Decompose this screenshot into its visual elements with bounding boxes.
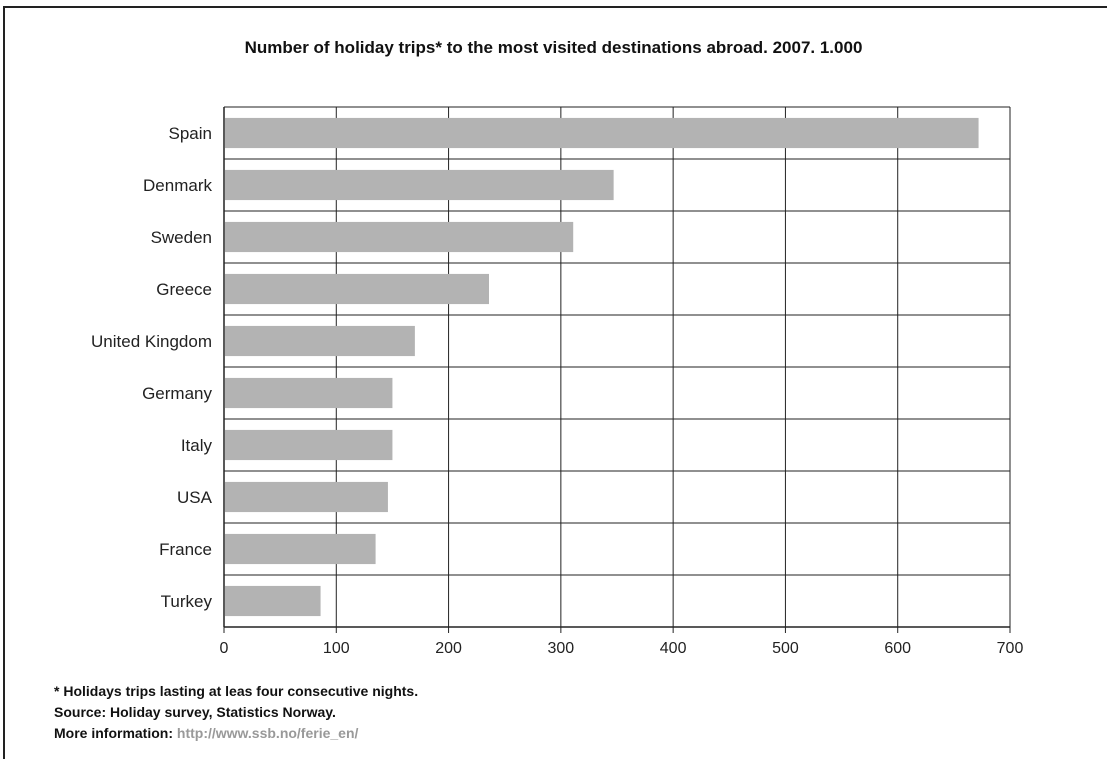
category-label: Spain bbox=[169, 124, 212, 143]
category-label: France bbox=[159, 540, 212, 559]
x-tick-label: 200 bbox=[435, 640, 462, 657]
bar-spain bbox=[225, 117, 979, 149]
bar-greece bbox=[225, 273, 489, 305]
bar-denmark bbox=[225, 169, 614, 201]
chart-frame bbox=[3, 6, 1107, 759]
category-label: Denmark bbox=[143, 176, 212, 195]
category-label: Sweden bbox=[151, 228, 212, 247]
x-tick-label: 700 bbox=[997, 640, 1024, 657]
category-labels: Spain Denmark Sweden Greece United Kingdom Ge… bbox=[91, 124, 213, 611]
category-label: Italy bbox=[181, 436, 213, 455]
category-label: USA bbox=[177, 488, 213, 507]
x-tick-label: 300 bbox=[548, 640, 575, 657]
bar-chart: Spain Denmark Sweden Greece United Kingdom Ge… bbox=[91, 106, 1024, 657]
more-info-label: More information: bbox=[54, 725, 173, 741]
footnotes: * Holidays trips lasting at leas four co… bbox=[54, 681, 418, 744]
x-tick-label: 0 bbox=[220, 640, 229, 657]
x-tick-label: 400 bbox=[660, 640, 687, 657]
footnote-note: * Holidays trips lasting at leas four co… bbox=[54, 683, 419, 699]
category-label: Turkey bbox=[161, 592, 213, 611]
bar-italy bbox=[225, 429, 393, 461]
more-info-link[interactable]: http://www.ssb.no/ferie_en/ bbox=[176, 725, 359, 741]
chart-bars bbox=[225, 117, 979, 617]
bar-france bbox=[225, 533, 376, 565]
bar-usa bbox=[225, 481, 388, 513]
x-tick-label: 100 bbox=[323, 640, 350, 657]
x-tick-label: 500 bbox=[772, 640, 799, 657]
x-tick-labels: 0 100 200 300 400 500 600 700 bbox=[220, 640, 1024, 657]
footnote-more-info: More information: http://www.ssb.no/feri… bbox=[54, 723, 418, 744]
footnote-source: Source: Holiday survey, Statistics Norwa… bbox=[54, 704, 336, 720]
bar-turkey bbox=[225, 585, 321, 617]
bar-united-kingdom bbox=[225, 325, 415, 357]
category-label: United Kingdom bbox=[91, 332, 212, 351]
chart-grid bbox=[223, 106, 1011, 633]
x-tick-label: 600 bbox=[884, 640, 911, 657]
bar-sweden bbox=[225, 221, 574, 253]
chart-title: Number of holiday trips* to the most vis… bbox=[244, 38, 863, 57]
bar-germany bbox=[225, 377, 393, 409]
category-label: Greece bbox=[156, 280, 212, 299]
category-label: Germany bbox=[142, 384, 212, 403]
